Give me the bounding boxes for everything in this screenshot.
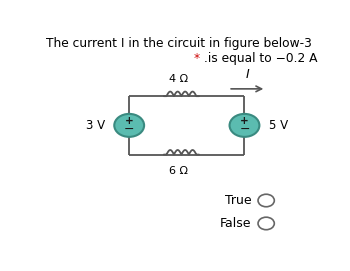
Text: +: + [125, 116, 134, 126]
Text: 4 Ω: 4 Ω [169, 74, 188, 84]
Text: *: * [194, 52, 204, 65]
Text: −: − [239, 123, 250, 136]
Circle shape [258, 194, 274, 207]
Circle shape [258, 217, 274, 230]
Text: False: False [220, 217, 251, 230]
Text: +: + [240, 116, 249, 126]
Text: .is equal to −0.2 A: .is equal to −0.2 A [204, 52, 317, 65]
Text: The current I in the circuit in figure below-3: The current I in the circuit in figure b… [47, 37, 312, 50]
Text: −: − [124, 123, 134, 136]
Text: 6 Ω: 6 Ω [169, 166, 188, 176]
Text: I: I [245, 68, 249, 81]
Text: 5 V: 5 V [269, 119, 288, 132]
Text: True: True [225, 194, 251, 207]
Circle shape [114, 114, 144, 137]
Text: 3 V: 3 V [86, 119, 105, 132]
Circle shape [230, 114, 259, 137]
